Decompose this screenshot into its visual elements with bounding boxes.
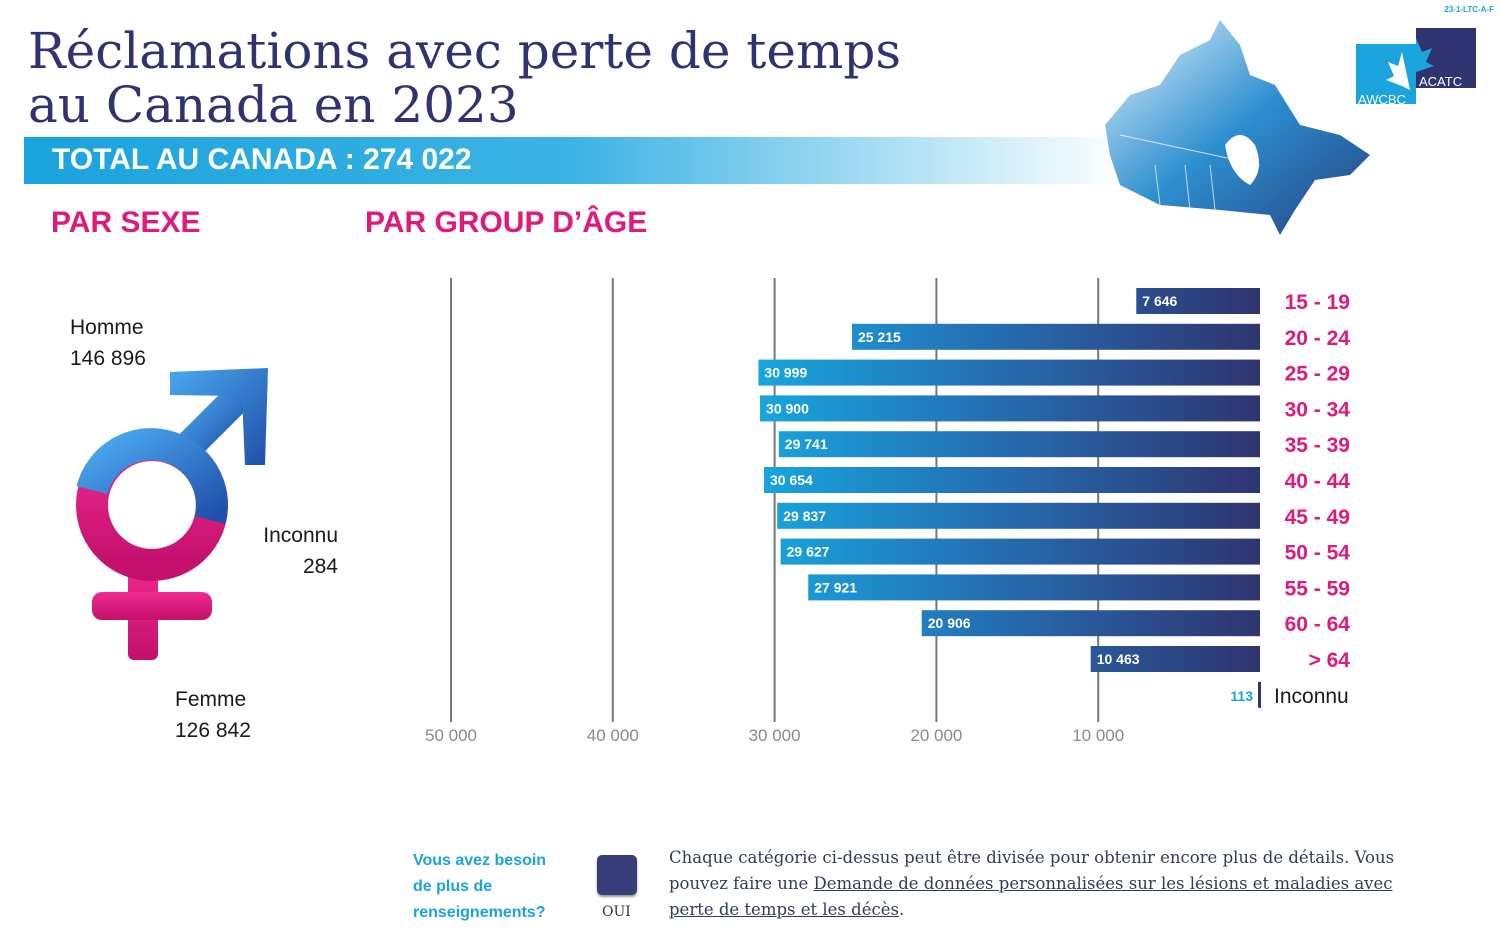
category-label: 20 - 24 xyxy=(1285,327,1351,350)
category-label: Inconnu xyxy=(1274,685,1349,708)
title-line-2: au Canada en 2023 xyxy=(28,76,519,134)
svg-text:AWCBC: AWCBC xyxy=(1358,92,1406,106)
age-bar-chart: 50 000 40 000 30 000 20 000 10 000 7 646 15 - … xyxy=(425,278,1351,745)
x-tick-label: 30 000 xyxy=(749,726,801,745)
bar-value-label: 30 900 xyxy=(766,400,809,416)
category-label: 40 - 44 xyxy=(1285,470,1351,493)
bar-value-label: 29 741 xyxy=(785,436,828,452)
category-label: 25 - 29 xyxy=(1285,363,1350,386)
gender-symbol-icon xyxy=(76,368,268,660)
category-label: 50 - 54 xyxy=(1285,542,1351,565)
sex-heading: PAR SEXE xyxy=(51,206,201,239)
total-text: TOTAL AU CANADA : 274 022 xyxy=(52,143,472,176)
x-tick-label: 50 000 xyxy=(425,726,477,745)
bar xyxy=(758,359,1260,386)
awcbc-logo: ACATC AWCBC xyxy=(1356,28,1476,106)
bar xyxy=(1258,681,1261,708)
sex-label-female: Femme 126 842 xyxy=(175,688,251,742)
bar xyxy=(808,574,1260,601)
bar xyxy=(760,395,1260,422)
help-question: Vous avez besoin de plus de renseignements… xyxy=(413,852,547,921)
category-label: 55 - 59 xyxy=(1285,577,1350,600)
bar-value-label: 113 xyxy=(1230,688,1253,704)
bar xyxy=(1136,288,1260,314)
x-tick-label: 40 000 xyxy=(587,726,639,745)
bar xyxy=(1090,646,1260,672)
bar-value-label: 25 215 xyxy=(858,329,901,345)
footer-text: Chaque catégorie ci-dessus peut être div… xyxy=(669,848,1395,919)
bar-value-label: 29 837 xyxy=(783,508,826,524)
bar-value-label: 29 627 xyxy=(787,544,830,560)
bar xyxy=(780,538,1260,565)
x-tick-label: 20 000 xyxy=(910,726,962,745)
custom-data-request-link[interactable]: Demande de données personnalisées sur le… xyxy=(669,874,1393,919)
canada-map-icon xyxy=(1105,20,1370,235)
oui-button[interactable] xyxy=(597,855,637,895)
oui-label: OUI xyxy=(602,904,631,920)
bar xyxy=(764,467,1260,493)
bar-value-label: 27 921 xyxy=(814,579,857,595)
bar xyxy=(921,610,1260,637)
category-label: 30 - 34 xyxy=(1285,398,1351,421)
svg-text:ACATC: ACATC xyxy=(1419,74,1462,89)
bar-value-label: 7 646 xyxy=(1142,293,1177,309)
category-label: 15 - 19 xyxy=(1285,291,1350,314)
sex-label-male: Homme 146 896 xyxy=(70,316,146,370)
bar-value-label: 20 906 xyxy=(928,615,971,631)
category-label: 60 - 64 xyxy=(1285,613,1351,636)
document-code: 23-1-LTC-A-F xyxy=(1444,5,1494,14)
age-heading: PAR GROUP D’ÂGE xyxy=(365,206,648,239)
bar-value-label: 30 999 xyxy=(764,365,807,381)
bar xyxy=(778,431,1260,458)
category-label: 45 - 49 xyxy=(1285,506,1350,529)
page-title: Réclamations avec perte de temps au Cana… xyxy=(28,24,901,132)
bar-value-label: 30 654 xyxy=(770,472,813,488)
title-line-1: Réclamations avec perte de temps xyxy=(28,22,902,80)
total-banner: TOTAL AU CANADA : 274 022 xyxy=(24,137,1124,184)
bar xyxy=(777,502,1260,529)
category-label: > 64 xyxy=(1309,649,1351,672)
x-tick-label: 10 000 xyxy=(1072,726,1124,745)
bar xyxy=(852,323,1260,350)
category-label: 35 - 39 xyxy=(1285,434,1350,457)
sex-label-unknown: Inconnu 284 xyxy=(263,524,338,578)
bar-value-label: 10 463 xyxy=(1097,651,1140,667)
